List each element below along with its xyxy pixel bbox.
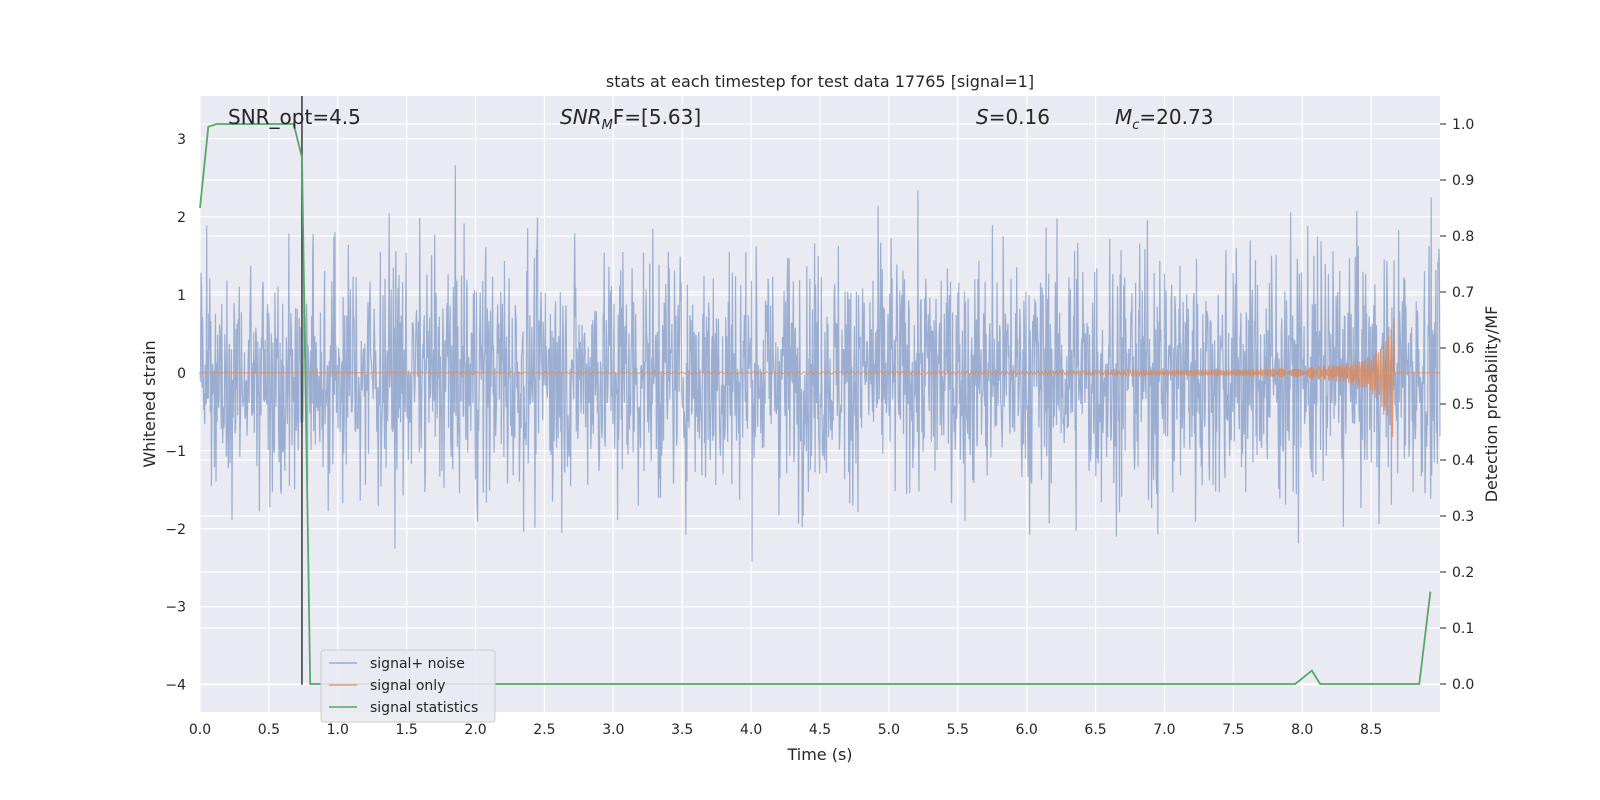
y-tick-label: −4 bbox=[165, 678, 186, 694]
x-tick-label: 4.0 bbox=[740, 722, 762, 738]
mc-main: M bbox=[1115, 105, 1132, 129]
x-tick-labels: 0.0 0.5 1.0 1.5 2.0 2.5 3.0 3.5 4.0 4.5 5.0 5.5 6.0 6… bbox=[189, 722, 1382, 738]
y-right-tick-label: 0.6 bbox=[1452, 341, 1474, 357]
x-tick-label: 8.0 bbox=[1291, 722, 1313, 738]
snr-mf-annotation: SNRMF=[5.63] bbox=[560, 105, 701, 133]
y-tick-labels: 3 2 1 0 −1 −2 −3 −4 bbox=[165, 132, 186, 694]
legend-box bbox=[320, 649, 496, 723]
y-right-tick-label: 0.4 bbox=[1452, 453, 1474, 469]
x-tick-label: 6.5 bbox=[1084, 722, 1106, 738]
x-tick-label: 1.0 bbox=[327, 722, 349, 738]
y-tick-label: −3 bbox=[165, 600, 186, 616]
signal-only-series bbox=[200, 317, 1440, 438]
snr-mf-sub: M bbox=[602, 118, 613, 133]
signal-line bbox=[200, 317, 1440, 438]
s-annotation: S=0.16 bbox=[976, 105, 1050, 129]
mc-sub: c bbox=[1132, 118, 1139, 133]
x-tick-label: 0.5 bbox=[258, 722, 280, 738]
x-tick-label: 0.0 bbox=[189, 722, 211, 738]
y-right-axis-label: Detection probability/MF bbox=[1482, 306, 1501, 503]
y-tick-label: −2 bbox=[165, 522, 186, 538]
y-right-tick-label: 0.3 bbox=[1452, 509, 1474, 525]
y-right-tick-label: 0.0 bbox=[1452, 677, 1474, 693]
mc-rest: =20.73 bbox=[1139, 105, 1213, 129]
y-axis-label: Whitened strain bbox=[140, 340, 159, 467]
y-right-tick-label: 0.1 bbox=[1452, 621, 1474, 637]
x-tick-label: 3.5 bbox=[671, 722, 693, 738]
y-right-tick-label: 0.8 bbox=[1452, 229, 1474, 245]
legend-label-noise: signal+ noise bbox=[370, 656, 465, 672]
legend-label-stats: signal statistics bbox=[370, 700, 478, 716]
chart-title: stats at each timestep for test data 177… bbox=[606, 72, 1034, 91]
noise-line bbox=[199, 165, 1441, 562]
y-right-tick-label: 0.5 bbox=[1452, 397, 1474, 413]
signal-statistics-series bbox=[199, 123, 1432, 685]
x-axis-label: Time (s) bbox=[786, 745, 852, 764]
snr-opt-annotation: SNR_opt=4.5 bbox=[228, 105, 361, 129]
snr-mf-main: SNR bbox=[560, 105, 602, 129]
x-tick-label: 3.0 bbox=[602, 722, 624, 738]
y-right-tick-label: 0.2 bbox=[1452, 565, 1474, 581]
statistics-line bbox=[199, 123, 1432, 685]
y-tick-label: 2 bbox=[177, 210, 186, 226]
mc-annotation: Mc=20.73 bbox=[1115, 105, 1213, 133]
x-tick-label: 8.5 bbox=[1360, 722, 1382, 738]
x-tick-label: 1.5 bbox=[396, 722, 418, 738]
legend: signal+ noise signal only signal statist… bbox=[320, 649, 496, 723]
y-right-tick-labels: 1.0 0.9 0.8 0.7 0.6 0.5 0.4 0.3 0.2 0.1 0.0 bbox=[1440, 117, 1474, 693]
signal-noise-series bbox=[199, 165, 1441, 562]
x-tick-label: 6.0 bbox=[1016, 722, 1038, 738]
s-main: S bbox=[976, 105, 989, 129]
y-tick-label: −1 bbox=[165, 444, 186, 460]
legend-label-signal: signal only bbox=[370, 678, 445, 694]
x-tick-label: 4.5 bbox=[809, 722, 831, 738]
s-rest: =0.16 bbox=[989, 105, 1050, 129]
x-tick-label: 2.0 bbox=[464, 722, 486, 738]
x-tick-label: 5.0 bbox=[878, 722, 900, 738]
y-tick-label: 0 bbox=[177, 366, 186, 382]
y-right-tick-label: 0.9 bbox=[1452, 173, 1474, 189]
x-tick-label: 5.5 bbox=[947, 722, 969, 738]
y-right-tick-label: 0.7 bbox=[1452, 285, 1474, 301]
y-right-tick-label: 1.0 bbox=[1452, 117, 1474, 133]
snr-mf-rest: F=[5.63] bbox=[613, 105, 701, 129]
x-tick-label: 2.5 bbox=[533, 722, 555, 738]
y-tick-label: 3 bbox=[177, 132, 186, 148]
x-tick-label: 7.5 bbox=[1222, 722, 1244, 738]
y-tick-label: 1 bbox=[177, 288, 186, 304]
x-tick-label: 7.0 bbox=[1153, 722, 1175, 738]
